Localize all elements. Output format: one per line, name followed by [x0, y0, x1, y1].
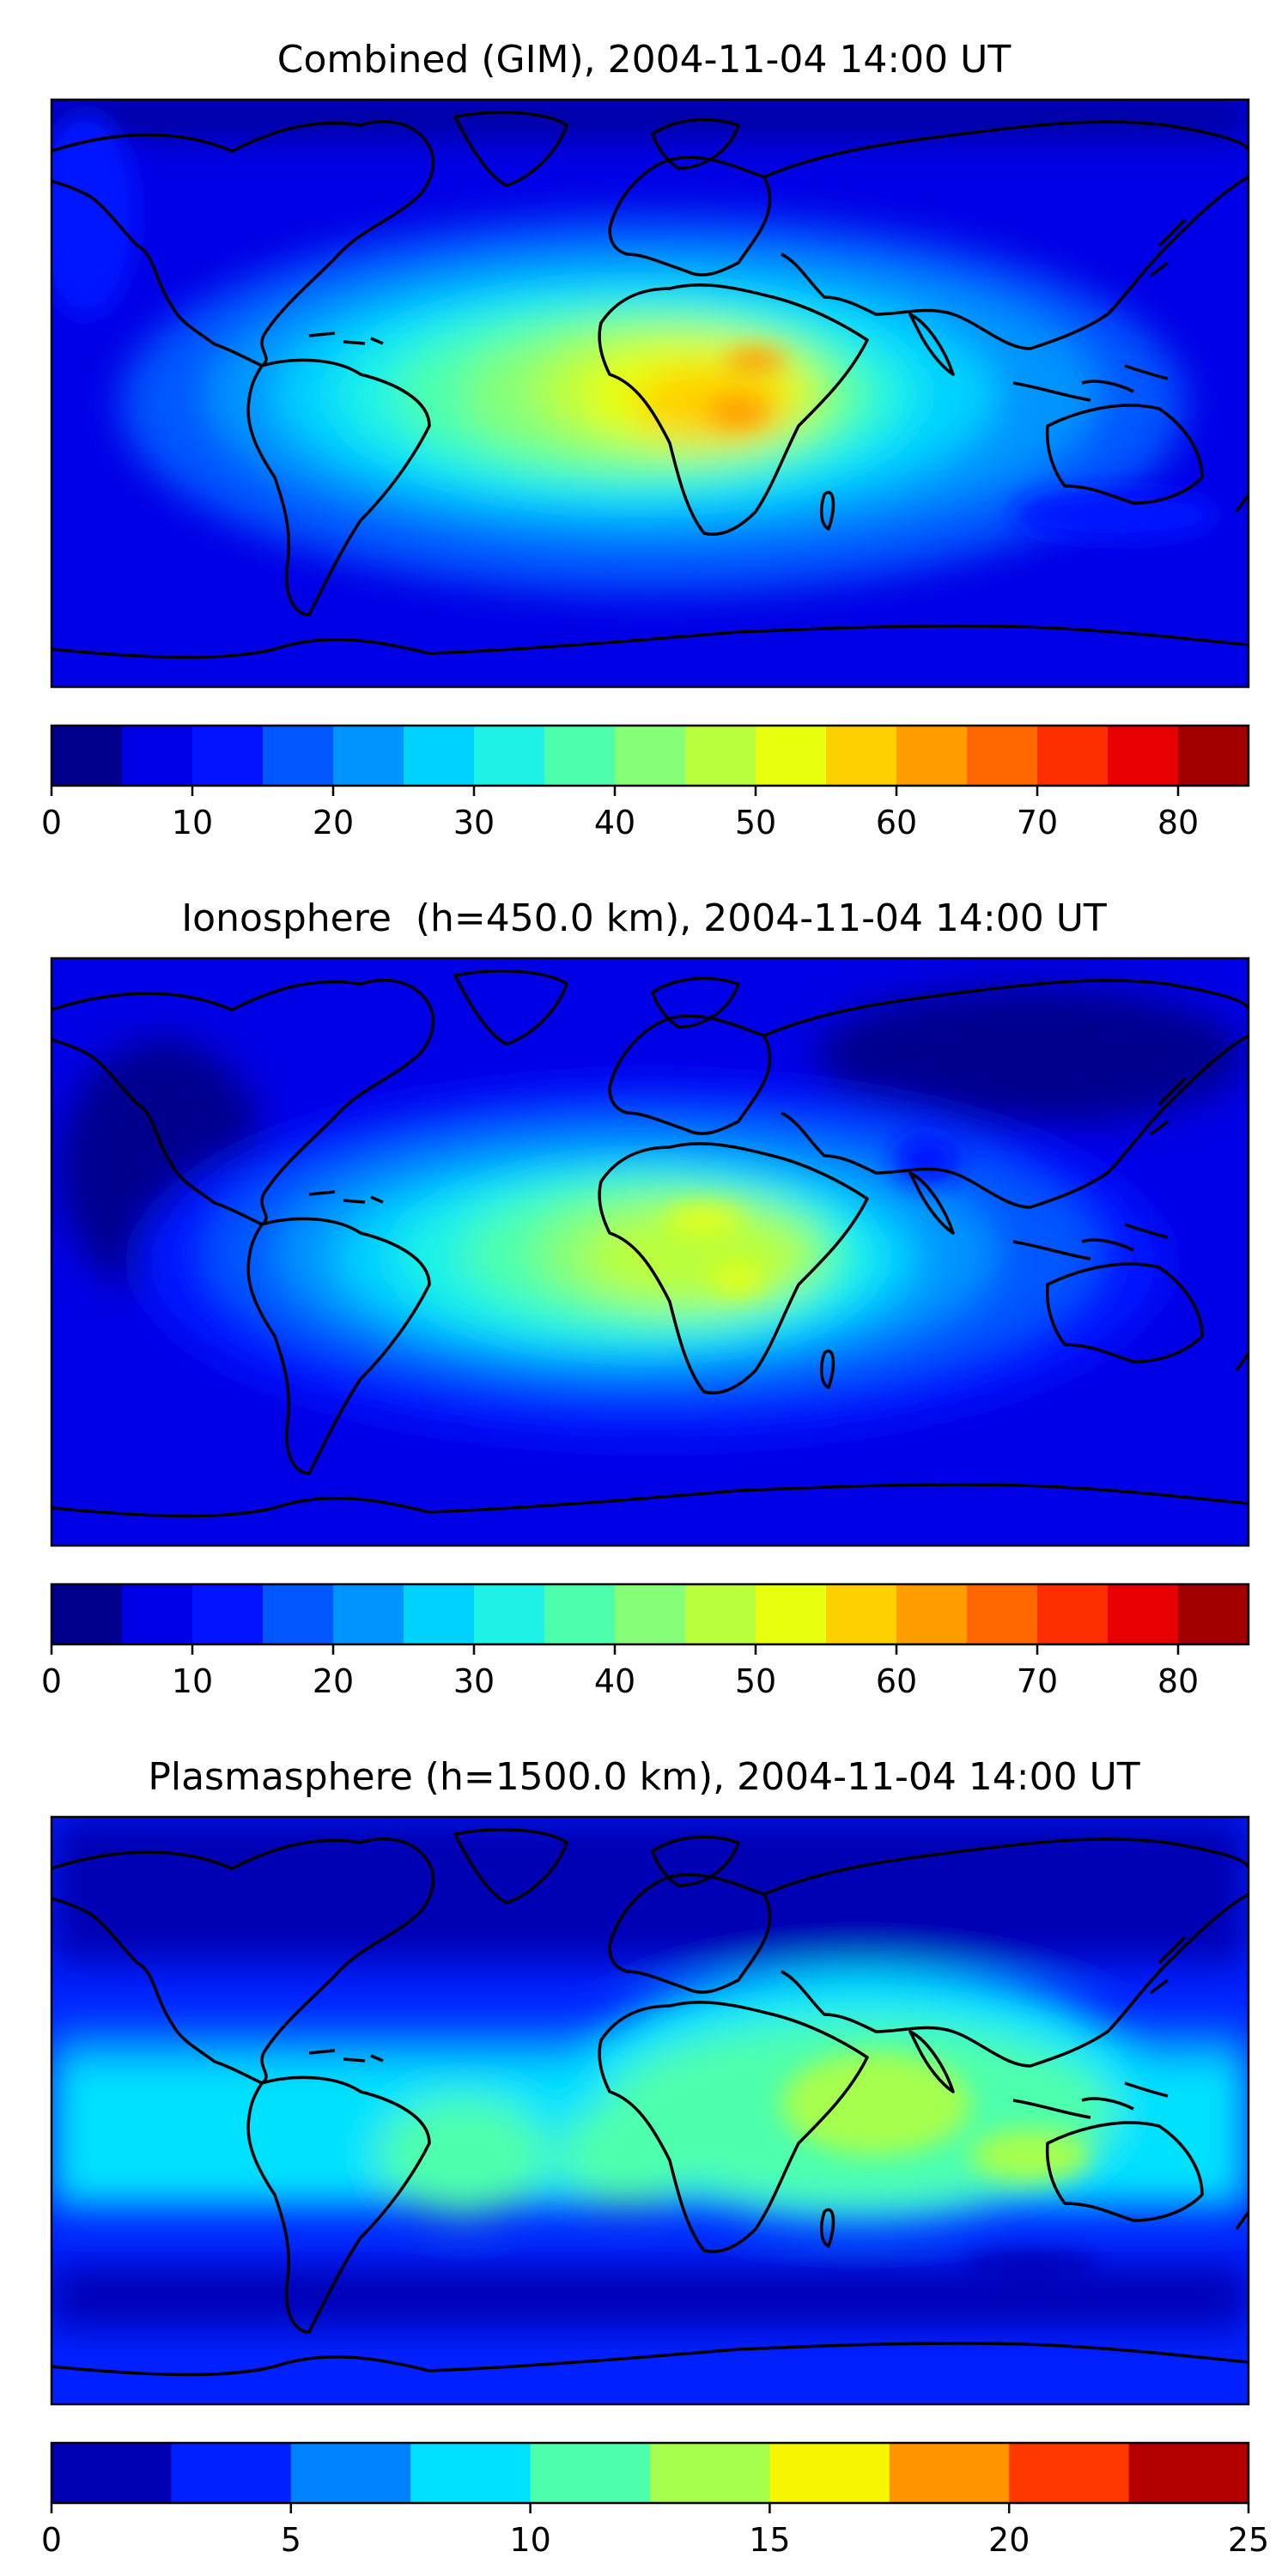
colorbar-2-level-3	[263, 1584, 334, 1644]
colorbar-2-level-14	[1037, 1584, 1109, 1644]
colorbar-1-tick-label-8: 80	[1157, 804, 1199, 841]
colorbar-2-tick-label-6: 60	[876, 1662, 917, 1700]
colorbar-1-level-7	[544, 726, 616, 786]
colorbar-2-level-11	[826, 1584, 897, 1644]
colorbar-1-tick-label-3: 30	[453, 804, 495, 841]
map-frame-1	[50, 98, 1250, 689]
colorbar-1-level-12	[896, 726, 968, 786]
colorbar-3: 0 5 10 15 20 25	[41, 2441, 1269, 2559]
colorbar-2-level-16	[1178, 1584, 1249, 1644]
colorbar-1-level-2	[192, 726, 264, 786]
colorbar-1-level-8	[615, 726, 686, 786]
colorbar-2-level-6	[474, 1584, 545, 1644]
colorbar-1-level-16	[1178, 726, 1249, 786]
map-panel-2	[52, 958, 1249, 1546]
colorbar-2-level-15	[1108, 1584, 1179, 1644]
colorbar-3-tick-label-2: 10	[509, 2521, 550, 2559]
colorbar-3-level-9	[1128, 2443, 1249, 2503]
colorbar-3-tick-label-3: 15	[749, 2521, 790, 2559]
colorbar-2-level-2	[192, 1584, 264, 1644]
colorbar-1-tick-label-0: 0	[41, 804, 62, 841]
colorbar-1-level-9	[685, 726, 756, 786]
colorbar-1-level-1	[122, 726, 193, 786]
colorbar-3-level-2	[290, 2443, 411, 2503]
colorbar-3-level-0	[52, 2443, 172, 2503]
colorbar-3-tick-label-4: 20	[988, 2521, 1030, 2559]
colorbar-2-tick-label-0: 0	[41, 1662, 62, 1700]
colorbar-1-level-10	[756, 726, 827, 786]
colorbar-2-level-12	[896, 1584, 968, 1644]
colorbar-2-tick-label-7: 70	[1017, 1662, 1058, 1700]
colorbar-2-tick-label-4: 40	[594, 1662, 635, 1700]
colorbar-1-frame	[50, 724, 1250, 787]
colorbar-2-level-13	[967, 1584, 1038, 1644]
map-panel-1	[52, 100, 1249, 687]
colorbar-3-level-5	[650, 2443, 770, 2503]
colorbar-2-tick-label-2: 20	[313, 1662, 354, 1700]
colorbar-2-level-7	[544, 1584, 616, 1644]
colorbar-3-level-8	[1009, 2443, 1130, 2503]
colorbar-1-level-11	[826, 726, 897, 786]
colorbar-3-tick-label-5: 25	[1228, 2521, 1269, 2559]
map-frame-3	[50, 1815, 1250, 2406]
map-panel-3	[52, 1817, 1249, 2404]
colorbar-1-level-4	[333, 726, 404, 786]
colorbar-1-level-0	[52, 726, 123, 786]
colorbar-1-tick-label-6: 60	[876, 804, 917, 841]
colorbar-3-tick-label-1: 5	[281, 2521, 301, 2559]
colorbar-1-tick-label-7: 70	[1017, 804, 1058, 841]
colorbar-1: 0 10 20 30 40 50 60 70 80	[41, 724, 1250, 841]
colorbar-1-tick-label-5: 50	[735, 804, 776, 841]
colorbar-2: 0 10 20 30 40 50 60 70 80	[41, 1583, 1250, 1700]
colorbar-1-tick-label-2: 20	[313, 804, 354, 841]
colorbar-2-level-5	[404, 1584, 475, 1644]
colorbar-1-level-3	[263, 726, 334, 786]
panel-title-1: Combined (GIM), 2004-11-04 14:00 UT	[276, 38, 1012, 82]
colorbar-3-level-4	[530, 2443, 651, 2503]
colorbar-2-level-10	[756, 1584, 827, 1644]
colorbar-3-level-3	[410, 2443, 532, 2503]
colorbar-3-frame	[50, 2441, 1250, 2505]
colorbar-2-level-1	[122, 1584, 193, 1644]
map-frame-2	[50, 957, 1250, 1547]
colorbar-1-tick-label-4: 40	[594, 804, 635, 841]
colorbar-2-level-9	[685, 1584, 756, 1644]
colorbar-2-level-8	[615, 1584, 686, 1644]
colorbar-2-tick-label-8: 80	[1157, 1662, 1199, 1700]
panel-title-3: Plasmasphere (h=1500.0 km), 2004-11-04 1…	[148, 1755, 1140, 1799]
colorbar-1-tick-label-1: 10	[172, 804, 213, 841]
colorbar-3-level-7	[889, 2443, 1010, 2503]
colorbar-2-level-4	[333, 1584, 404, 1644]
colorbar-2-tick-label-3: 30	[453, 1662, 495, 1700]
colorbar-2-tick-label-5: 50	[735, 1662, 776, 1700]
colorbar-1-level-5	[404, 726, 475, 786]
colorbar-3-level-6	[769, 2443, 890, 2503]
colorbar-1-level-14	[1037, 726, 1109, 786]
colorbar-3-tick-label-0: 0	[41, 2521, 62, 2559]
colorbar-2-level-0	[52, 1584, 123, 1644]
colorbar-1-level-15	[1108, 726, 1179, 786]
colorbar-1-level-13	[967, 726, 1038, 786]
colorbar-2-frame	[50, 1583, 1250, 1646]
colorbar-1-level-6	[474, 726, 545, 786]
colorbar-3-level-1	[171, 2443, 292, 2503]
panel-title-2: Ionosphere (h=450.0 km), 2004-11-04 14:0…	[181, 896, 1107, 940]
colorbar-2-tick-label-1: 10	[172, 1662, 213, 1700]
